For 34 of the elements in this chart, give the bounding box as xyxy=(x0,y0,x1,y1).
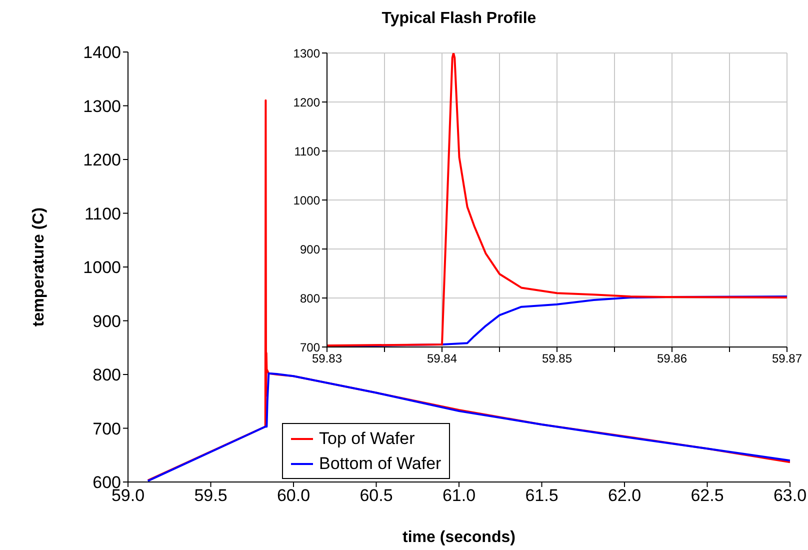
y-tick-label: 1400 xyxy=(83,43,121,62)
y-tick-label: 1200 xyxy=(83,150,121,170)
y-tick-label: 1000 xyxy=(293,193,320,208)
y-tick-label: 900 xyxy=(300,242,320,256)
x-tick-label: 61.5 xyxy=(525,486,558,506)
y-tick-label: 1200 xyxy=(293,95,320,110)
chart-title: Typical Flash Profile xyxy=(380,10,538,28)
x-tick-label: 59.84 xyxy=(426,352,458,366)
x-tick-label: 60.0 xyxy=(276,486,310,506)
legend-label: Top of Wafer xyxy=(319,428,415,448)
y-tick-label: 800 xyxy=(300,291,320,306)
y-tick-label: 1100 xyxy=(84,204,121,224)
line-series xyxy=(146,372,790,482)
x-tick-label: 61.0 xyxy=(442,486,476,506)
x-axis-title: time (seconds) xyxy=(402,529,516,546)
y-tick-label: 1300 xyxy=(83,96,121,116)
x-tick-label: 62.5 xyxy=(690,486,724,506)
x-tick-label: 62.0 xyxy=(608,486,642,506)
y-tick-label: 1000 xyxy=(83,258,121,278)
x-tick-label: 59.5 xyxy=(194,486,228,506)
y-tick-label: 1300 xyxy=(293,46,320,60)
x-tick-label: 59.87 xyxy=(772,352,802,366)
y-tick-label: 1100 xyxy=(294,144,320,158)
y-axis-title: temperature (C) xyxy=(30,207,48,327)
legend-label: Bottom of Wafer xyxy=(319,454,442,474)
y-tick-label: 900 xyxy=(92,312,121,331)
y-tick-label: 700 xyxy=(300,340,320,354)
x-tick-label: 59.83 xyxy=(312,352,342,366)
y-tick-label: 800 xyxy=(92,366,121,385)
x-tick-label: 63.0 xyxy=(773,486,807,506)
y-tick-label: 700 xyxy=(92,419,121,438)
x-tick-label: 59.86 xyxy=(656,352,688,366)
x-tick-label: 60.5 xyxy=(360,486,393,506)
x-tick-label: 59.85 xyxy=(542,352,572,366)
